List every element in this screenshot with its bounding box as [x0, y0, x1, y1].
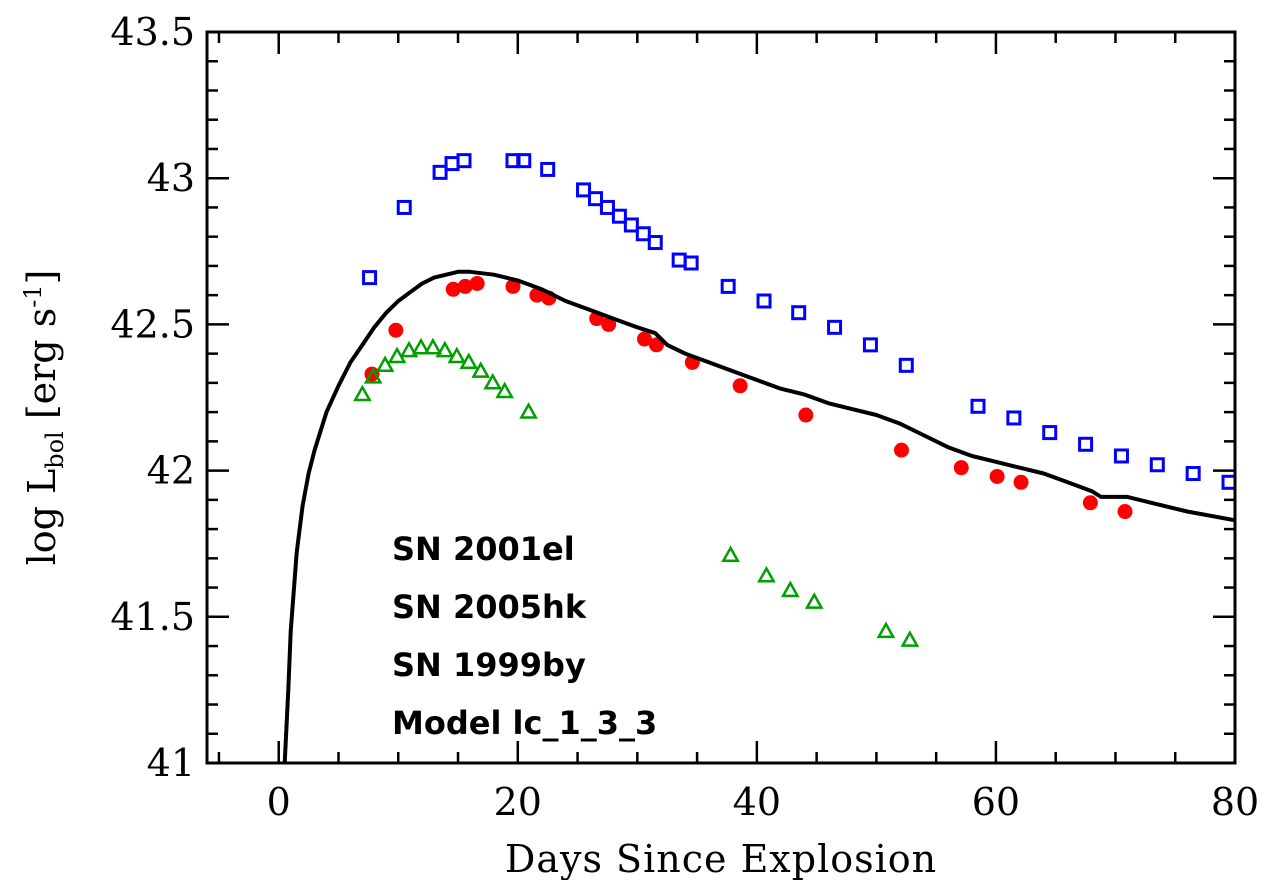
point-sn-2001el	[1042, 425, 1058, 441]
point-sn-2001el	[587, 191, 603, 207]
point-sn-2005hk	[1013, 474, 1029, 490]
point-sn-1999by	[387, 346, 407, 364]
point-sn-1999by	[411, 337, 431, 355]
point-sn-2001el	[1113, 448, 1129, 464]
point-sn-2005hk	[636, 331, 652, 347]
point-sn-2001el	[671, 252, 687, 268]
y-axis-label-mid: [erg s	[20, 308, 64, 431]
point-sn-2001el	[456, 153, 472, 169]
x-tick-label: 0	[267, 780, 291, 824]
x-axis-label: Days Since Explosion	[505, 837, 937, 880]
point-sn-1999by	[375, 355, 395, 372]
point-sn-2005hk	[1082, 495, 1098, 511]
point-sn-2001el	[1221, 474, 1235, 490]
point-sn-2005hk	[457, 278, 473, 294]
x-tick-label: 80	[1211, 780, 1259, 824]
point-sn-2001el	[683, 255, 699, 271]
point-sn-1999by	[363, 367, 383, 384]
y-tick-label: 41.5	[110, 595, 195, 639]
y-tick-label: 42	[147, 449, 195, 493]
x-tick-label: 60	[972, 780, 1020, 824]
point-sn-2005hk	[529, 287, 545, 303]
point-sn-1999by	[459, 352, 479, 370]
point-sn-2001el	[1078, 436, 1094, 452]
y-axis-label-subscript: bol	[41, 431, 69, 469]
point-sn-2001el	[516, 153, 532, 169]
point-sn-2001el	[827, 319, 843, 335]
y-axis-label-prefix: log L	[20, 469, 64, 566]
legend: SN 2001el SN 2005hk SN 1999by Model lc_1…	[392, 530, 657, 742]
point-sn-2005hk	[798, 407, 814, 423]
point-sn-2001el	[540, 161, 556, 177]
point-sn-2001el	[862, 337, 878, 353]
point-sn-2001el	[756, 293, 772, 309]
point-sn-2001el	[444, 156, 460, 172]
tick-labels: 0 20 40 60 80 41 41.5 42 42.5 43 43.5	[110, 10, 1259, 824]
point-sn-2005hk	[388, 322, 404, 338]
point-sn-2001el	[576, 182, 592, 198]
y-tick-label: 43	[147, 156, 195, 200]
y-axis-label-superscript: -1	[19, 284, 47, 307]
point-sn-2001el	[970, 398, 986, 414]
point-sn-1999by	[423, 337, 443, 355]
y-axis-label: log Lbol [erg s-1]	[19, 270, 69, 566]
point-sn-1999by	[353, 384, 372, 402]
point-sn-2005hk	[1117, 504, 1133, 520]
point-sn-1999by	[495, 381, 514, 399]
point-sn-2001el	[1149, 457, 1165, 473]
point-sn-1999by	[757, 565, 776, 583]
legend-entry-model: Model lc_1_3_3	[392, 704, 657, 742]
point-sn-1999by	[483, 372, 503, 390]
point-sn-2001el	[362, 270, 378, 286]
point-sn-2005hk	[445, 281, 461, 297]
point-sn-2001el	[611, 208, 627, 224]
y-tick-label: 43.5	[110, 10, 195, 54]
legend-entry-sn2005hk: SN 2005hk	[392, 588, 587, 626]
legend-entry-sn1999by: SN 1999by	[392, 646, 586, 684]
point-sn-1999by	[435, 340, 455, 358]
point-sn-1999by	[447, 346, 467, 364]
point-sn-2005hk	[989, 468, 1005, 484]
y-axis-label-suffix: ]	[20, 270, 64, 285]
point-sn-2001el	[635, 226, 651, 242]
point-sn-1999by	[804, 592, 824, 609]
point-sn-1999by	[721, 545, 740, 563]
point-sn-2001el	[720, 278, 736, 294]
x-tick-label: 20	[494, 780, 542, 824]
point-sn-2001el	[396, 199, 412, 215]
point-sn-2005hk	[953, 460, 969, 476]
point-sn-2001el	[791, 305, 807, 321]
point-sn-2001el	[623, 217, 639, 233]
point-sn-2005hk	[893, 442, 909, 458]
x-tick-label: 40	[733, 780, 781, 824]
plot-frame	[205, 30, 1237, 765]
point-sn-1999by	[519, 402, 538, 419]
point-sn-2005hk	[505, 278, 521, 294]
point-sn-2001el	[898, 357, 914, 373]
axis-ticks	[207, 30, 1237, 765]
point-sn-2001el	[1185, 466, 1201, 482]
point-sn-2005hk	[469, 275, 485, 291]
point-sn-2001el	[432, 164, 448, 180]
point-sn-1999by	[780, 580, 800, 598]
point-sn-1999by	[399, 340, 419, 358]
point-sn-1999by	[471, 361, 491, 378]
point-sn-2001el	[647, 235, 663, 251]
point-sn-2001el	[1006, 410, 1022, 426]
plot-area	[282, 153, 1235, 763]
point-sn-2005hk	[648, 337, 664, 353]
y-tick-label: 42.5	[110, 302, 195, 346]
point-sn-1999by	[876, 621, 896, 639]
point-sn-2005hk	[732, 378, 748, 394]
model-curve-model-lc-1-3-3	[282, 269, 1235, 763]
y-tick-label: 41	[147, 741, 195, 785]
point-sn-2001el	[599, 199, 615, 215]
point-sn-1999by	[900, 630, 920, 647]
legend-entry-sn2001el: SN 2001el	[392, 530, 575, 568]
point-sn-2005hk	[601, 316, 617, 332]
